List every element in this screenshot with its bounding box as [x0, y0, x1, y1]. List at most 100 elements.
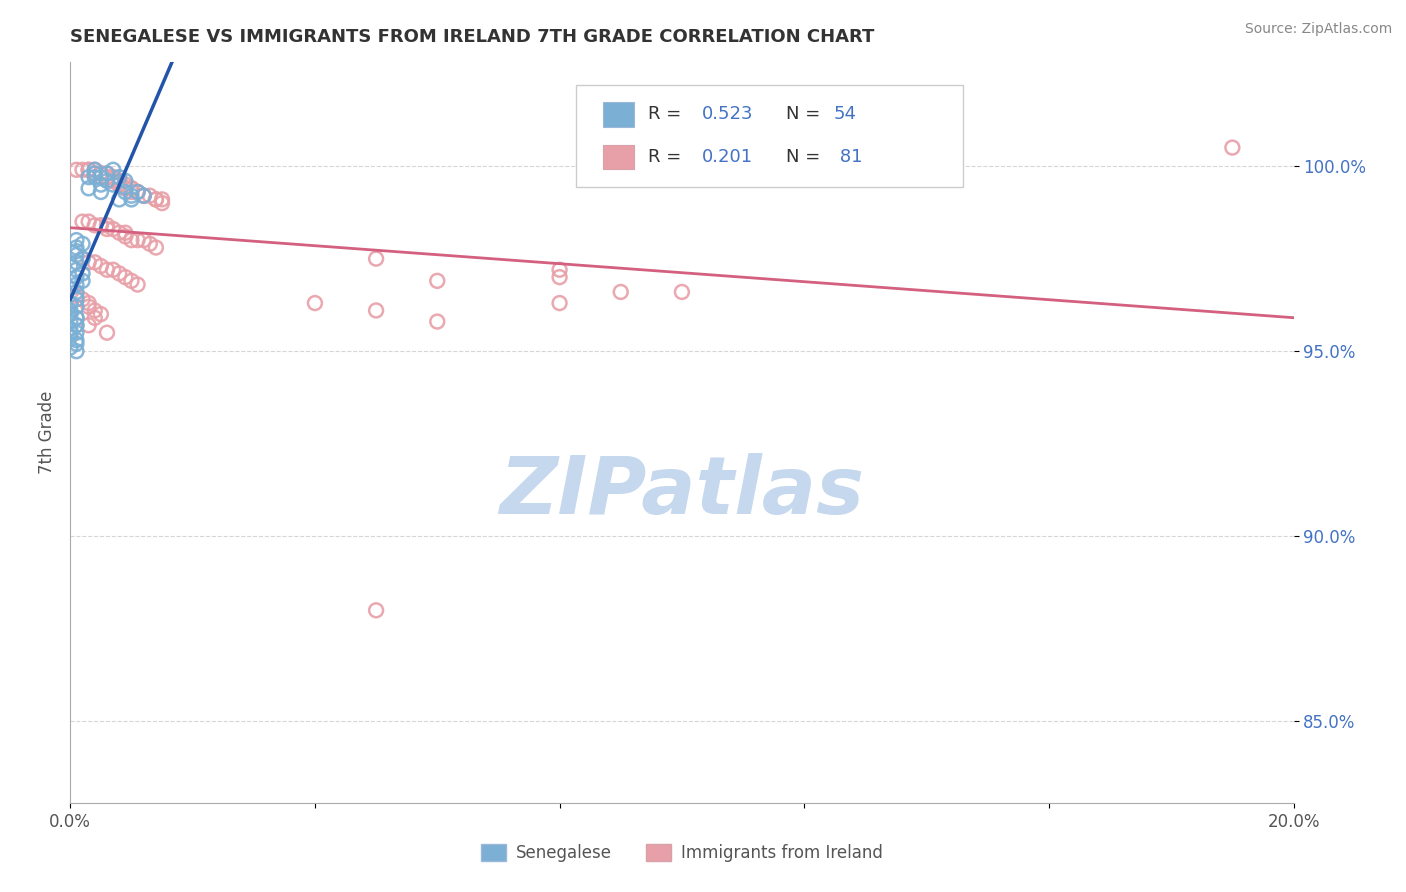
Point — [65, 162, 87, 177]
Point — [101, 162, 124, 177]
Text: 0.201: 0.201 — [702, 148, 752, 166]
Text: N =: N = — [786, 105, 825, 123]
Text: Source: ZipAtlas.com: Source: ZipAtlas.com — [1244, 22, 1392, 37]
Text: 81: 81 — [834, 148, 862, 166]
Point — [132, 188, 155, 202]
Point — [59, 259, 82, 273]
Point — [1220, 140, 1243, 154]
Point — [65, 288, 87, 302]
Point — [96, 167, 118, 181]
Point — [59, 296, 82, 310]
Point — [101, 178, 124, 192]
Point — [101, 170, 124, 185]
Point — [108, 178, 131, 192]
Point — [72, 236, 94, 251]
Point — [108, 170, 131, 185]
Point — [96, 174, 118, 188]
Point — [139, 236, 162, 251]
Point — [83, 162, 105, 177]
Point — [90, 178, 112, 192]
Point — [121, 233, 143, 247]
Point — [127, 185, 149, 199]
Point — [121, 181, 143, 195]
Point — [671, 285, 693, 299]
Point — [114, 229, 136, 244]
Point — [59, 307, 82, 321]
Point — [83, 219, 105, 233]
Point — [59, 315, 82, 329]
Point — [145, 241, 167, 255]
Point — [610, 285, 633, 299]
Point — [366, 303, 388, 318]
Point — [83, 162, 105, 177]
Point — [83, 167, 105, 181]
Point — [77, 170, 100, 185]
Legend: Senegalese, Immigrants from Ireland: Senegalese, Immigrants from Ireland — [475, 837, 889, 869]
Point — [65, 262, 87, 277]
Text: R =: R = — [648, 148, 688, 166]
Point — [101, 222, 124, 236]
Point — [65, 244, 87, 259]
Point — [83, 255, 105, 269]
Point — [101, 262, 124, 277]
Point — [145, 193, 167, 207]
Point — [77, 318, 100, 333]
Point — [59, 281, 82, 295]
Point — [108, 226, 131, 240]
Point — [90, 307, 112, 321]
Point — [96, 170, 118, 185]
Point — [77, 300, 100, 314]
Point — [114, 181, 136, 195]
Point — [65, 248, 87, 262]
Point — [83, 167, 105, 181]
Point — [59, 329, 82, 343]
Point — [83, 303, 105, 318]
Point — [65, 333, 87, 347]
Point — [96, 167, 118, 181]
Point — [65, 344, 87, 359]
Point — [150, 196, 173, 211]
Point — [77, 255, 100, 269]
Point — [150, 193, 173, 207]
Point — [108, 267, 131, 281]
Point — [108, 174, 131, 188]
Point — [59, 303, 82, 318]
Point — [366, 252, 388, 266]
Point — [90, 167, 112, 181]
Point — [121, 193, 143, 207]
Point — [101, 174, 124, 188]
Point — [96, 326, 118, 340]
Point — [114, 226, 136, 240]
Point — [77, 162, 100, 177]
Point — [96, 222, 118, 236]
Point — [77, 162, 100, 177]
Point — [366, 603, 388, 617]
Point — [121, 185, 143, 199]
Point — [108, 174, 131, 188]
Point — [72, 267, 94, 281]
Point — [72, 214, 94, 228]
Point — [90, 185, 112, 199]
Point — [65, 318, 87, 333]
Point — [90, 167, 112, 181]
Point — [72, 252, 94, 266]
Point — [96, 219, 118, 233]
Y-axis label: 7th Grade: 7th Grade — [38, 391, 56, 475]
Point — [59, 307, 82, 321]
Point — [83, 170, 105, 185]
Point — [65, 336, 87, 351]
Point — [65, 293, 87, 307]
Text: N =: N = — [786, 148, 825, 166]
Point — [121, 181, 143, 195]
Text: ZIPatlas: ZIPatlas — [499, 453, 865, 531]
Point — [77, 214, 100, 228]
Point — [114, 185, 136, 199]
Point — [132, 233, 155, 247]
Point — [65, 285, 87, 299]
Point — [132, 188, 155, 202]
Point — [65, 300, 87, 314]
Point — [90, 259, 112, 273]
Point — [77, 296, 100, 310]
Point — [65, 255, 87, 269]
Point — [304, 296, 326, 310]
